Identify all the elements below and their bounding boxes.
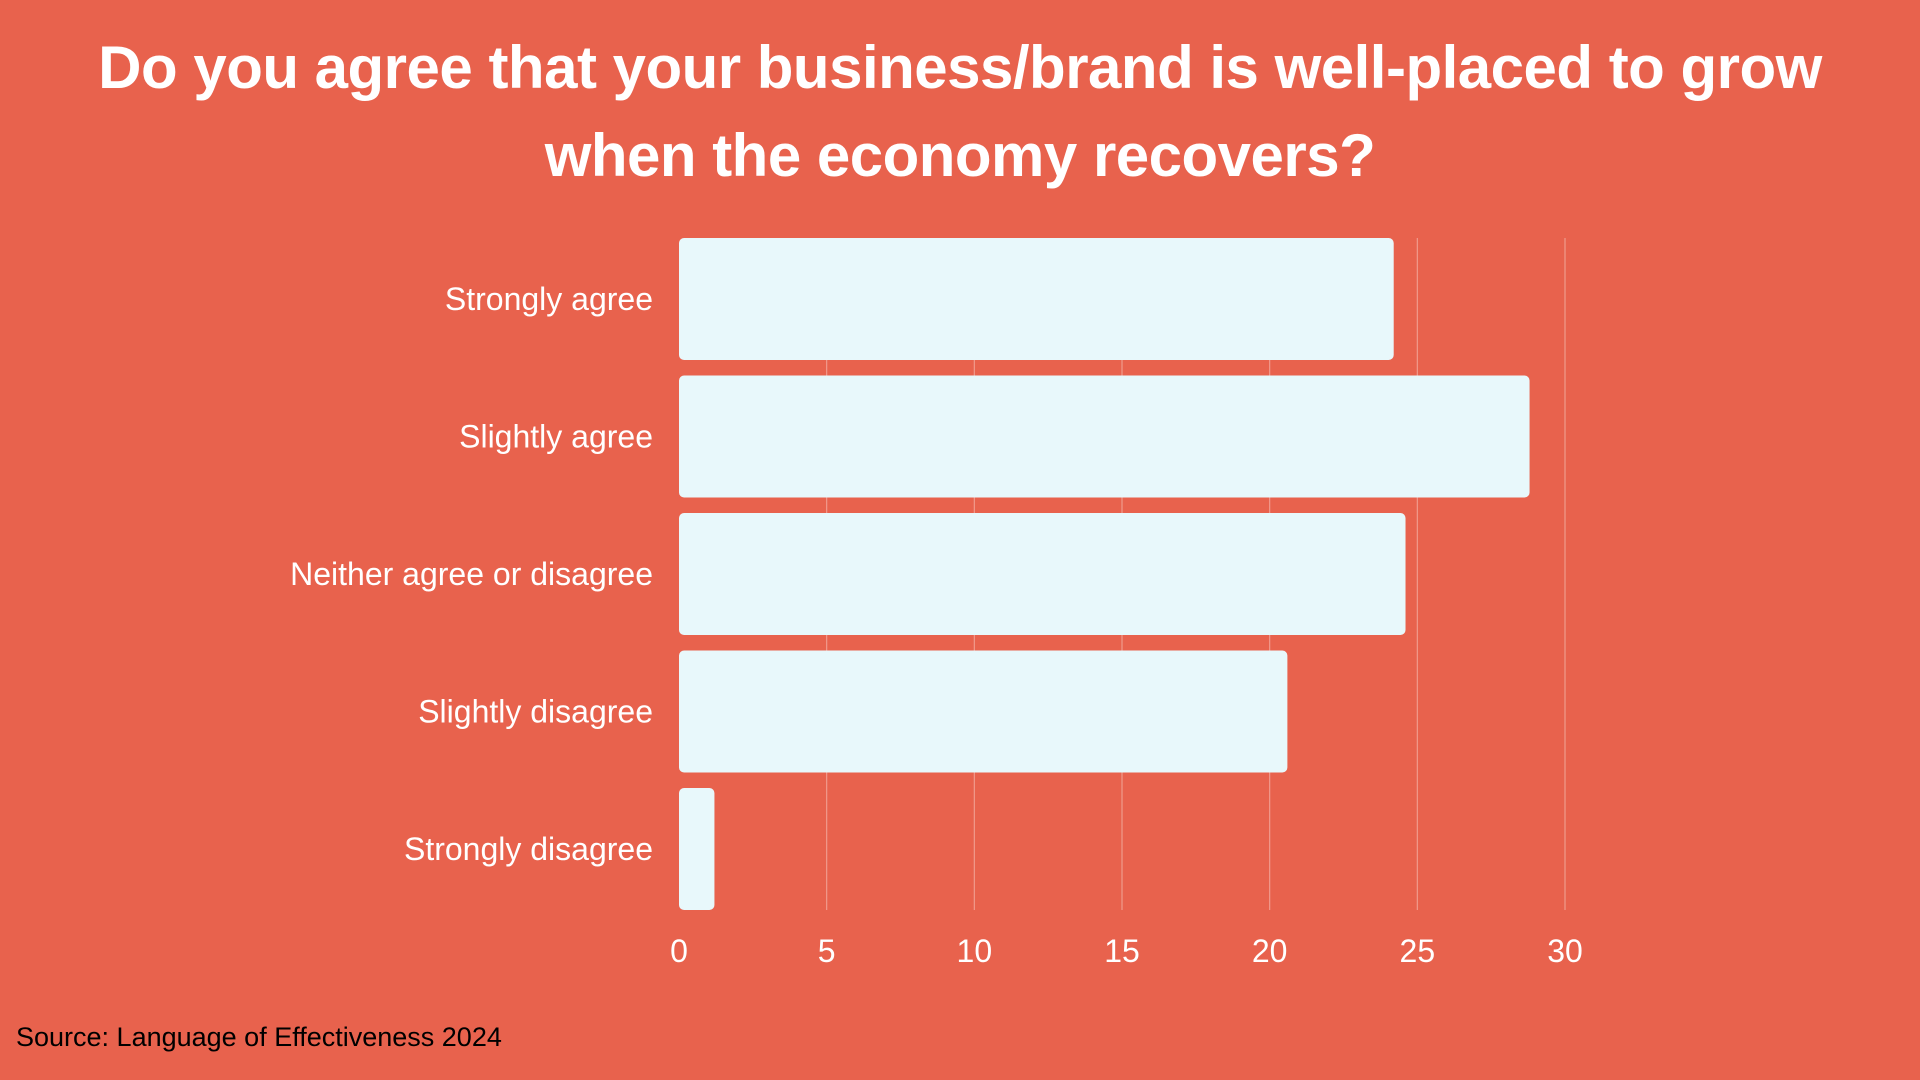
bar-chart: Strongly agree Slightly agree Neither agre… — [290, 238, 1583, 969]
category-label-4: Strongly disagree — [404, 831, 653, 867]
bar-2 — [679, 513, 1406, 635]
x-tick-label-5: 5 — [818, 933, 836, 969]
category-label-3: Slightly disagree — [418, 694, 653, 730]
source-note: Source: Language of Effectiveness 2024 — [16, 1022, 502, 1052]
x-tick-label-25: 25 — [1400, 933, 1436, 969]
bar-0 — [679, 238, 1394, 360]
bar-3 — [679, 650, 1288, 773]
category-label-2: Neither agree or disagree — [290, 556, 653, 592]
x-tick-label-10: 10 — [957, 933, 993, 969]
x-tick-label-20: 20 — [1252, 933, 1288, 969]
x-tick-label-30: 30 — [1547, 933, 1583, 969]
category-label-1: Slightly agree — [459, 419, 653, 455]
chart-title: Do you agree that your business/brand is… — [98, 34, 1822, 189]
bar-1 — [679, 375, 1530, 498]
bar-4 — [679, 788, 715, 910]
x-tick-label-0: 0 — [670, 933, 688, 969]
category-label-0: Strongly agree — [445, 281, 653, 317]
x-tick-label-15: 15 — [1104, 933, 1140, 969]
